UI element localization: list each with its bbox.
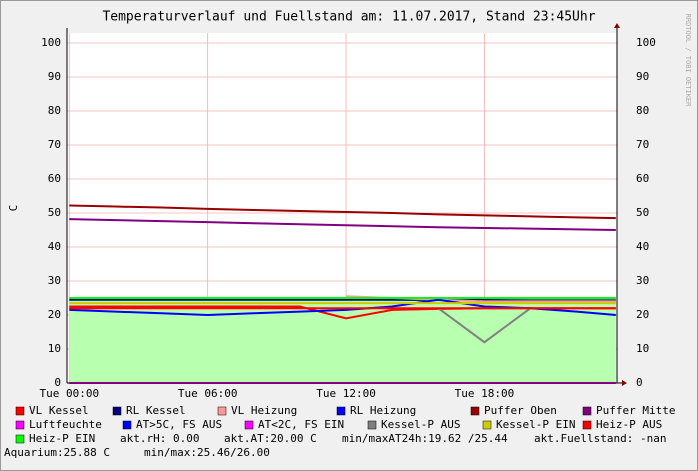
- legend-label: Kessel-P EIN: [496, 418, 575, 431]
- legend-swatch: [582, 406, 592, 416]
- series-line: [69, 298, 616, 302]
- y2-tick-label: 70: [636, 138, 649, 151]
- y-tick-label: 20: [48, 308, 61, 321]
- y2-tick-label: 80: [636, 104, 649, 117]
- legend-swatch: [470, 406, 480, 416]
- legend-label: RL Heizung: [350, 404, 416, 417]
- y2-tick-label: 90: [636, 70, 649, 83]
- series-line: [69, 204, 616, 220]
- legend-label: AT>5C, FS AUS: [136, 418, 222, 431]
- note: akt.Fuellstand: -nan: [534, 432, 666, 445]
- y-tick-label: 100: [41, 36, 61, 49]
- y-tick-label: 40: [48, 240, 61, 253]
- legend-label: VL Heizung: [231, 404, 297, 417]
- x-tick-label: Tue 12:00: [316, 387, 376, 400]
- legend-label: VL Kessel: [29, 404, 89, 417]
- y2-tick-label: 20: [636, 308, 649, 321]
- y2-tick-label: 30: [636, 274, 649, 287]
- legend-swatch: [244, 420, 254, 430]
- note: min/maxAT24h:19.62 /25.44: [342, 432, 508, 445]
- y2-tick-label: 0: [636, 376, 643, 389]
- legend-label: Puffer Oben: [484, 404, 557, 417]
- legend-swatch: [15, 406, 25, 416]
- legend-label: Heiz-P EIN: [29, 432, 95, 445]
- legend-swatch: [15, 420, 25, 430]
- legend-label: Luftfeuchte: [29, 418, 102, 431]
- area: [69, 298, 616, 383]
- x-tick-label: Tue 00:00: [40, 387, 100, 400]
- y-tick-label: 90: [48, 70, 61, 83]
- x-tick-label: Tue 06:00: [178, 387, 238, 400]
- y2-tick-label: 10: [636, 342, 649, 355]
- y-tick-label: 50: [48, 206, 61, 219]
- y2-tick-label: 60: [636, 172, 649, 185]
- legend-label: Heiz-P AUS: [596, 418, 662, 431]
- note: akt.AT:20.00 C: [224, 432, 317, 445]
- y-tick-label: 0: [54, 376, 61, 389]
- y-tick-label: 60: [48, 172, 61, 185]
- x-tick-label: Tue 18:00: [455, 387, 515, 400]
- y2-tick-label: 50: [636, 206, 649, 219]
- legend-label: Kessel-P AUS: [381, 418, 460, 431]
- legend-swatch: [122, 420, 132, 430]
- legend-label: AT<2C, FS EIN: [258, 418, 344, 431]
- legend-swatch: [336, 406, 346, 416]
- watermark: RRDTOOL / TOBI OETIKER: [684, 14, 692, 108]
- legend-swatch: [15, 434, 25, 444]
- legend-swatch: [582, 420, 592, 430]
- note: akt.rH: 0.00: [120, 432, 199, 445]
- note: min/max:25.46/26.00: [144, 446, 270, 459]
- legend-swatch: [112, 406, 122, 416]
- legend-swatch: [482, 420, 492, 430]
- y-tick-label: 10: [48, 342, 61, 355]
- legend-swatch: [367, 420, 377, 430]
- series-line: [69, 218, 616, 231]
- y-axis-label: C: [7, 205, 20, 212]
- axis-arrow: [622, 380, 627, 386]
- y-tick-label: 70: [48, 138, 61, 151]
- legend-label: RL Kessel: [126, 404, 186, 417]
- series-line: [437, 307, 532, 344]
- legend-label: Puffer Mitte: [596, 404, 675, 417]
- chart-title: Temperaturverlauf und Fuellstand am: 11.…: [102, 10, 595, 25]
- y-tick-label: 80: [48, 104, 61, 117]
- note: Aquarium:25.88 C: [4, 446, 110, 459]
- y2-tick-label: 40: [636, 240, 649, 253]
- legend-swatch: [217, 406, 227, 416]
- y-tick-label: 30: [48, 274, 61, 287]
- axis-arrow: [614, 23, 620, 28]
- y2-tick-label: 100: [636, 36, 656, 49]
